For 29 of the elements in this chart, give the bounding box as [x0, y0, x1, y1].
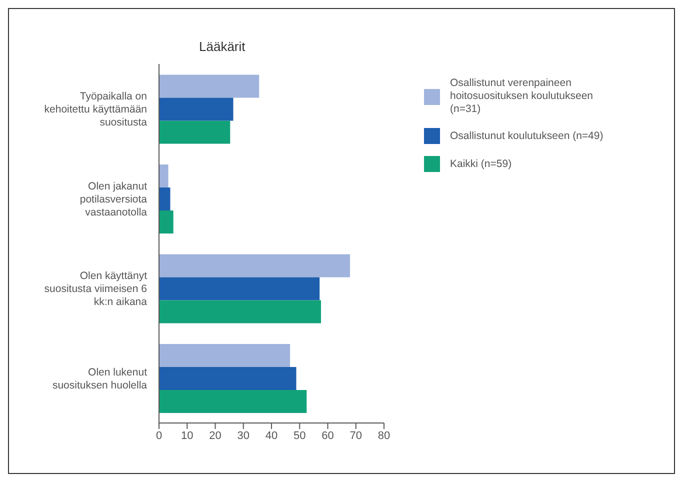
bar [159, 300, 321, 324]
bar [159, 367, 296, 390]
legend-label: Osallistunut koulutukseen (n=49) [450, 130, 604, 142]
bar [159, 344, 290, 368]
x-tick-label: 50 [294, 430, 306, 442]
bar [159, 98, 234, 121]
bar [159, 210, 174, 234]
x-tick-label: 30 [237, 430, 250, 442]
x-tick-label: 0 [156, 430, 162, 442]
bar [159, 390, 307, 414]
chart-title: Lääkärit [199, 39, 246, 54]
y-tick-label: Olen käyttänyt suositusta viimeisen 6 kk:n aikana [44, 270, 148, 308]
bar [159, 254, 350, 278]
y-tick-label: Olen jakanut potilasversiota vastaanotolla [80, 180, 148, 218]
y-tick-label: Olen lukenut suosituksen huolella [52, 366, 148, 392]
y-tick-label: Työpaikalla on kehoitettu käyttämään suositusta [44, 90, 148, 129]
x-tick-label: 70 [350, 430, 362, 442]
x-tick-label: 80 [378, 430, 390, 442]
legend-label: Osallistunut verenpaineen hoitosuosituksen koulutukseen (n=31) [450, 77, 594, 116]
legend-label: Kaikki (n=59) [450, 158, 513, 170]
bar [159, 188, 170, 211]
bar [159, 120, 230, 144]
x-tick-label: 10 [181, 430, 194, 442]
bar [159, 164, 168, 188]
bar [159, 74, 260, 98]
x-tick-label: 40 [265, 430, 278, 442]
x-tick-label: 20 [209, 430, 222, 442]
bar [159, 277, 320, 300]
x-tick-label: 60 [322, 430, 334, 442]
